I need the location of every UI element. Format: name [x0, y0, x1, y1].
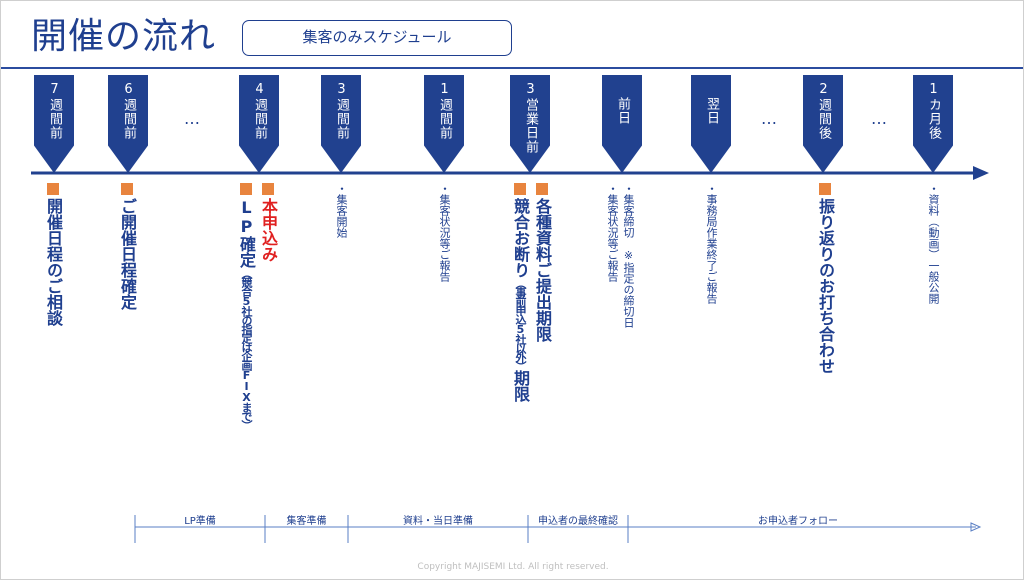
note-group-1w: ・集客状況等ご報告 — [438, 183, 451, 282]
milestone-label: 1カ月後 — [926, 82, 941, 140]
milestone-label: 4週間前 — [252, 82, 267, 140]
copyright: Copyright MAJISEMI Ltd. All right reserv… — [417, 562, 609, 572]
subtitle-box: 集客のみスケジュール — [242, 20, 512, 56]
note-text: ・集客締切 ※指定の締切日 — [622, 183, 635, 328]
phase-label: 集客準備 — [286, 516, 327, 527]
milestone-3-business-days-before: 3営業日前 — [510, 75, 550, 173]
bullet-square-icon — [536, 183, 548, 195]
header-divider — [1, 67, 1023, 69]
note-text: 競合お断り（事前申込5社以外）期限 — [511, 183, 530, 402]
note-group-next-day: ・事務局作業終了ご報告 — [705, 183, 718, 304]
note-text-highlight: 本申込み — [259, 183, 278, 262]
milestone-day-before: 前日 — [602, 75, 642, 173]
milestone-banner: 3営業日前 — [510, 75, 550, 173]
milestone-label: 6週間前 — [121, 82, 136, 140]
milestone-banner: 3週間前 — [321, 75, 361, 173]
milestone-3-weeks-before: 3週間前 — [321, 75, 361, 173]
note-group-7w: 開催日程のご相談 — [44, 183, 63, 326]
note-text: 各種資料ご提出期限 — [533, 183, 552, 342]
milestone-label: 7週間前 — [47, 82, 62, 140]
milestone-7-weeks-before: 7週間前 — [34, 75, 74, 173]
milestone-banner: 前日 — [602, 75, 642, 173]
milestone-label: 翌日 — [704, 97, 719, 125]
milestone-4-weeks-before: 4週間前 — [239, 75, 279, 173]
milestone-banner: 4週間前 — [239, 75, 279, 173]
ellipsis: … — [184, 109, 202, 128]
note-group-4w: 本申込み LP確定（競合5社の指定は企画FIXまで） — [237, 183, 278, 429]
bullet-square-icon — [819, 183, 831, 195]
bullet-square-icon — [514, 183, 526, 195]
milestone-label: 1週間前 — [437, 82, 452, 140]
milestone-banner: 2週間後 — [803, 75, 843, 173]
note-group-2wa: 振り返りのお打ち合わせ — [816, 183, 835, 374]
note-text: ・資料（動画）一般公開 — [927, 183, 940, 304]
milestone-6-weeks-before: 6週間前 — [108, 75, 148, 173]
timeline-arrow — [31, 166, 989, 180]
bullet-square-icon — [262, 183, 274, 195]
milestone-banner: 6週間前 — [108, 75, 148, 173]
ellipsis: … — [761, 109, 779, 128]
phase-label: 申込者の最終確認 — [538, 516, 618, 527]
phase-label: お申込者フォロー — [758, 516, 838, 527]
note-text: 振り返りのお打ち合わせ — [816, 183, 835, 374]
note-group-3bd: 各種資料ご提出期限 競合お断り（事前申込5社以外）期限 — [511, 183, 552, 402]
phase-bar — [134, 515, 982, 543]
milestone-1-week-before: 1週間前 — [424, 75, 464, 173]
note-text: ・集客状況等ご報告 — [438, 183, 451, 282]
note-group-day-before: ・集客締切 ※指定の締切日 ・集客状況等ご報告 — [606, 183, 635, 328]
note-text: ・事務局作業終了ご報告 — [705, 183, 718, 304]
milestone-banner: 翌日 — [691, 75, 731, 173]
bullet-square-icon — [121, 183, 133, 195]
milestone-label: 前日 — [615, 97, 630, 125]
bullet-square-icon — [240, 183, 252, 195]
note-group-6w: ご開催日程確定 — [118, 183, 137, 310]
milestone-next-day: 翌日 — [691, 75, 731, 173]
note-text: 開催日程のご相談 — [44, 183, 63, 326]
milestone-label: 2週間後 — [816, 82, 831, 140]
milestone-banner: 1週間前 — [424, 75, 464, 173]
milestone-banner: 7週間前 — [34, 75, 74, 173]
milestone-1-month-after: 1カ月後 — [913, 75, 953, 173]
note-text: ご開催日程確定 — [118, 183, 137, 310]
milestone-banner: 1カ月後 — [913, 75, 953, 173]
bullet-square-icon — [47, 183, 59, 195]
page-title: 開催の流れ — [31, 16, 217, 57]
note-text: LP確定（競合5社の指定は企画FIXまで） — [237, 183, 256, 429]
note-text: ・集客状況等ご報告 — [606, 183, 619, 282]
note-text: ・集客開始 — [335, 183, 348, 238]
phase-label: LP準備 — [184, 516, 216, 527]
note-group-1m: ・資料（動画）一般公開 — [927, 183, 940, 304]
ellipsis: … — [871, 109, 889, 128]
note-group-3w: ・集客開始 — [335, 183, 348, 238]
phase-label: 資料・当日準備 — [403, 516, 473, 527]
milestone-2-weeks-after: 2週間後 — [803, 75, 843, 173]
milestone-label: 3週間前 — [334, 82, 349, 140]
milestone-label: 3営業日前 — [523, 82, 538, 154]
